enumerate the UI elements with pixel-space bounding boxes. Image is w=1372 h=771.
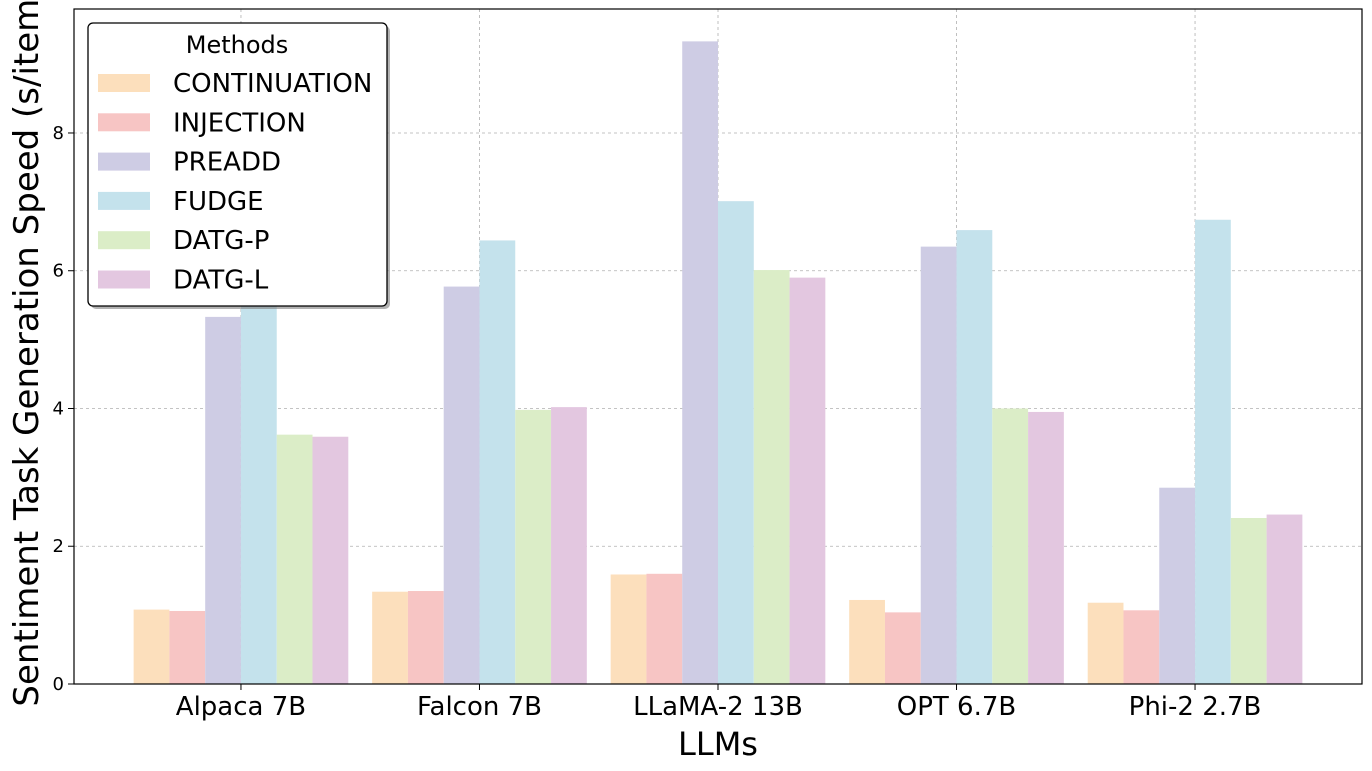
legend-label: DATG-L [173,266,269,296]
x-tick-label: Alpaca 7B [176,692,306,722]
bar-datg-p-0 [276,434,313,684]
legend-swatch [98,231,150,250]
x-tick-label: LLaMA-2 13B [633,692,803,722]
bar-continuation-0 [133,609,170,684]
bar-preadd-4 [1159,487,1196,684]
bar-fudge-4 [1195,219,1231,684]
bar-continuation-4 [1087,602,1124,684]
x-tick-label: OPT 6.7B [897,692,1016,722]
legend-items: CONTINUATION INJECTION PREADD FUDGE DATG-P DA… [98,69,372,296]
bar-continuation-2 [610,574,647,684]
legend-title: Methods [186,31,289,59]
bar-datg-p-1 [515,409,552,684]
bar-datg-l-2 [789,277,826,684]
legend-label: PREADD [173,148,281,178]
legend-swatch [98,74,150,92]
bar-fudge-1 [479,240,516,684]
bar-injection-4 [1123,610,1160,684]
legend-label: CONTINUATION [173,69,372,99]
x-axis-title: LLMs [678,725,758,763]
x-tick-label: Phi-2 2.7B [1129,692,1262,722]
bar-fudge-0 [240,284,277,684]
bar-injection-0 [169,610,206,684]
bar-datg-l-0 [312,436,349,684]
x-tick-label: Falcon 7B [417,692,542,722]
legend-swatch [98,270,150,289]
bar-datg-p-2 [753,270,790,684]
bar-datg-l-3 [1028,411,1064,684]
y-tick-label: 8 [53,123,64,144]
bar-preadd-2 [682,41,718,685]
bar-fudge-2 [718,201,754,684]
bar-continuation-1 [372,591,408,684]
legend-swatch [98,191,150,210]
bar-injection-1 [407,591,444,684]
legend-label: INJECTION [173,108,306,138]
legend-label: FUDGE [173,187,264,217]
bar-datg-p-4 [1230,518,1267,684]
legend: Methods CONTINUATION INJECTION PREADD FUDGE… [87,22,390,309]
bars [133,41,1303,685]
y-tick-label: 4 [53,398,64,419]
y-tick-label: 0 [53,674,64,695]
legend-box [87,22,388,307]
y-tick-label: 6 [53,261,64,282]
y-axis-title: Sentiment Task Generation Speed (s/item) [7,0,47,707]
bar-preadd-1 [443,286,480,684]
legend-swatch [98,152,150,171]
bar-fudge-3 [956,230,993,685]
bar-preadd-3 [920,246,957,684]
bar-datg-p-3 [992,408,1029,684]
bar-datg-l-1 [551,407,587,684]
bar-datg-l-4 [1266,514,1303,684]
bar-continuation-3 [849,599,885,684]
ticks: 0 2 4 6 8 Alpaca 7B Falcon 7B LLaMA-2 13B OPT 6.… [53,123,1262,722]
bar-preadd-0 [205,316,241,684]
legend-label: DATG-P [173,226,269,256]
bar-injection-2 [646,573,683,684]
y-tick-label: 2 [53,536,64,557]
legend-swatch [98,113,150,132]
bar-injection-3 [884,612,921,684]
